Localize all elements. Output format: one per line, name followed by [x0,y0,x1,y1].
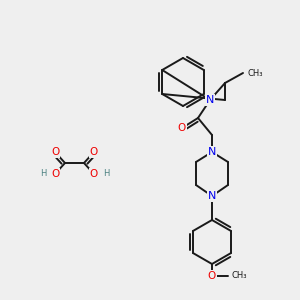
Text: N: N [206,95,214,105]
Text: N: N [208,147,216,157]
Text: O: O [178,123,186,133]
Text: H: H [103,169,109,178]
Text: O: O [51,147,59,157]
Text: CH₃: CH₃ [232,272,248,280]
Text: N: N [208,191,216,201]
Text: H: H [40,169,46,178]
Text: O: O [90,169,98,179]
Text: CH₃: CH₃ [247,68,262,77]
Text: O: O [90,147,98,157]
Text: O: O [51,169,59,179]
Text: O: O [208,271,216,281]
